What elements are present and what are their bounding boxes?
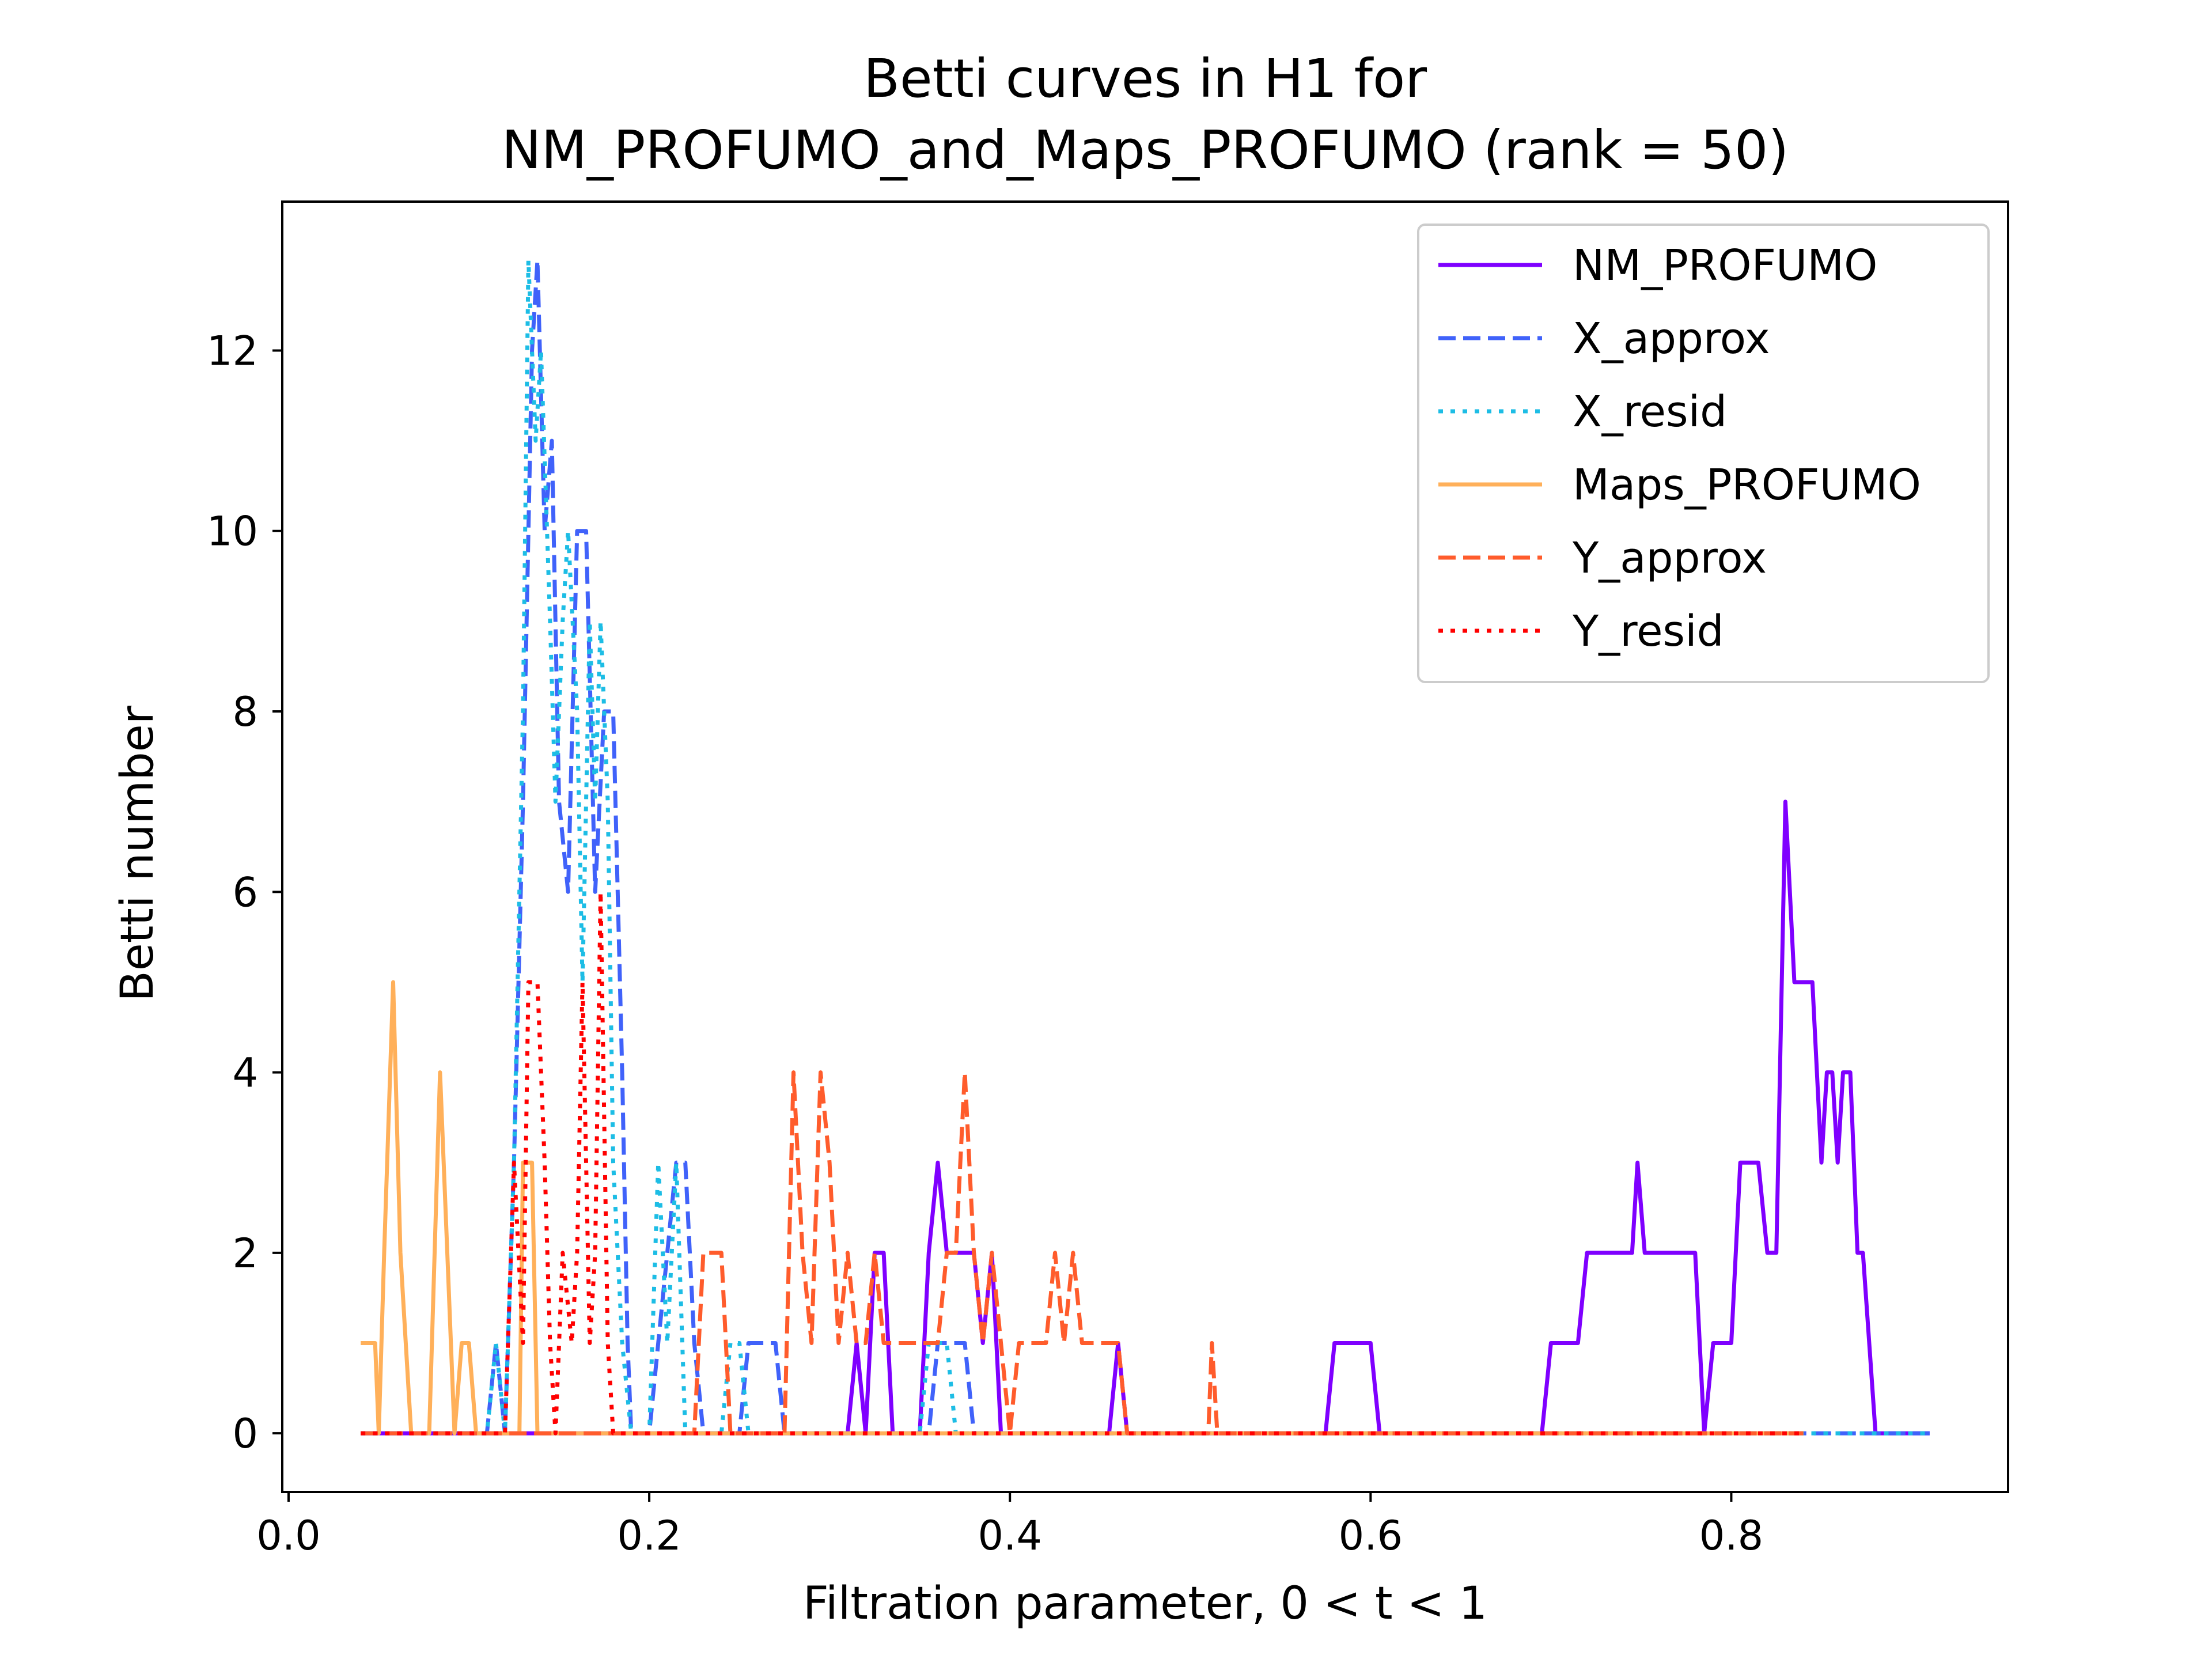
- legend-label: Y_approx: [1572, 533, 1767, 583]
- y-tick-label: 4: [232, 1050, 258, 1097]
- legend-box: [1417, 224, 1990, 683]
- series-line-maps-profumo: [361, 980, 1804, 1435]
- y-axis-label: Betti number: [112, 705, 164, 1001]
- chart-subtitle: NM_PROFUMO_and_Maps_PROFUMO (rank = 50): [502, 119, 1789, 181]
- y-tick-label: 0: [232, 1410, 258, 1457]
- y-tick-label: 10: [207, 508, 258, 555]
- series-line-x-approx: [361, 258, 1930, 1435]
- series-line-y-approx: [361, 1070, 1804, 1435]
- legend-label: X_approx: [1573, 314, 1770, 363]
- y-tick-label: 8: [232, 688, 258, 736]
- x-axis-label: Filtration parameter, 0 < t < 1: [803, 1578, 1487, 1630]
- x-tick-label: 0.6: [1339, 1512, 1403, 1559]
- y-tick-label: 2: [232, 1230, 258, 1277]
- legend-label: Y_resid: [1572, 607, 1724, 656]
- series-line-x-resid: [361, 258, 1930, 1435]
- x-tick-label: 0.2: [617, 1512, 681, 1559]
- series-line-y-resid: [361, 889, 1804, 1435]
- y-tick-label: 6: [232, 869, 258, 916]
- chart-title: Betti curves in H1 for: [863, 48, 1427, 109]
- legend: NM_PROFUMO X_approx X_resid Maps_PROFUMO Y_a…: [1417, 224, 1990, 683]
- legend-label: NM_PROFUMO: [1573, 241, 1877, 290]
- x-tick-label: 0.4: [978, 1512, 1042, 1559]
- axes-frame: [281, 200, 2009, 1493]
- plot-area: 0.0 0.2 0.4 0.6 0.8 0 2 4 6 8 10 12 NM_PROFUMO X_appr…: [207, 200, 2009, 1559]
- x-tick-label: 0.8: [1699, 1512, 1763, 1559]
- legend-label: X_resid: [1573, 387, 1727, 437]
- series-line-nm-profumo: [361, 800, 1930, 1435]
- x-tick-label: 0.0: [256, 1512, 320, 1559]
- y-tick-label: 12: [207, 327, 258, 374]
- legend-label: Maps_PROFUMO: [1573, 460, 1921, 510]
